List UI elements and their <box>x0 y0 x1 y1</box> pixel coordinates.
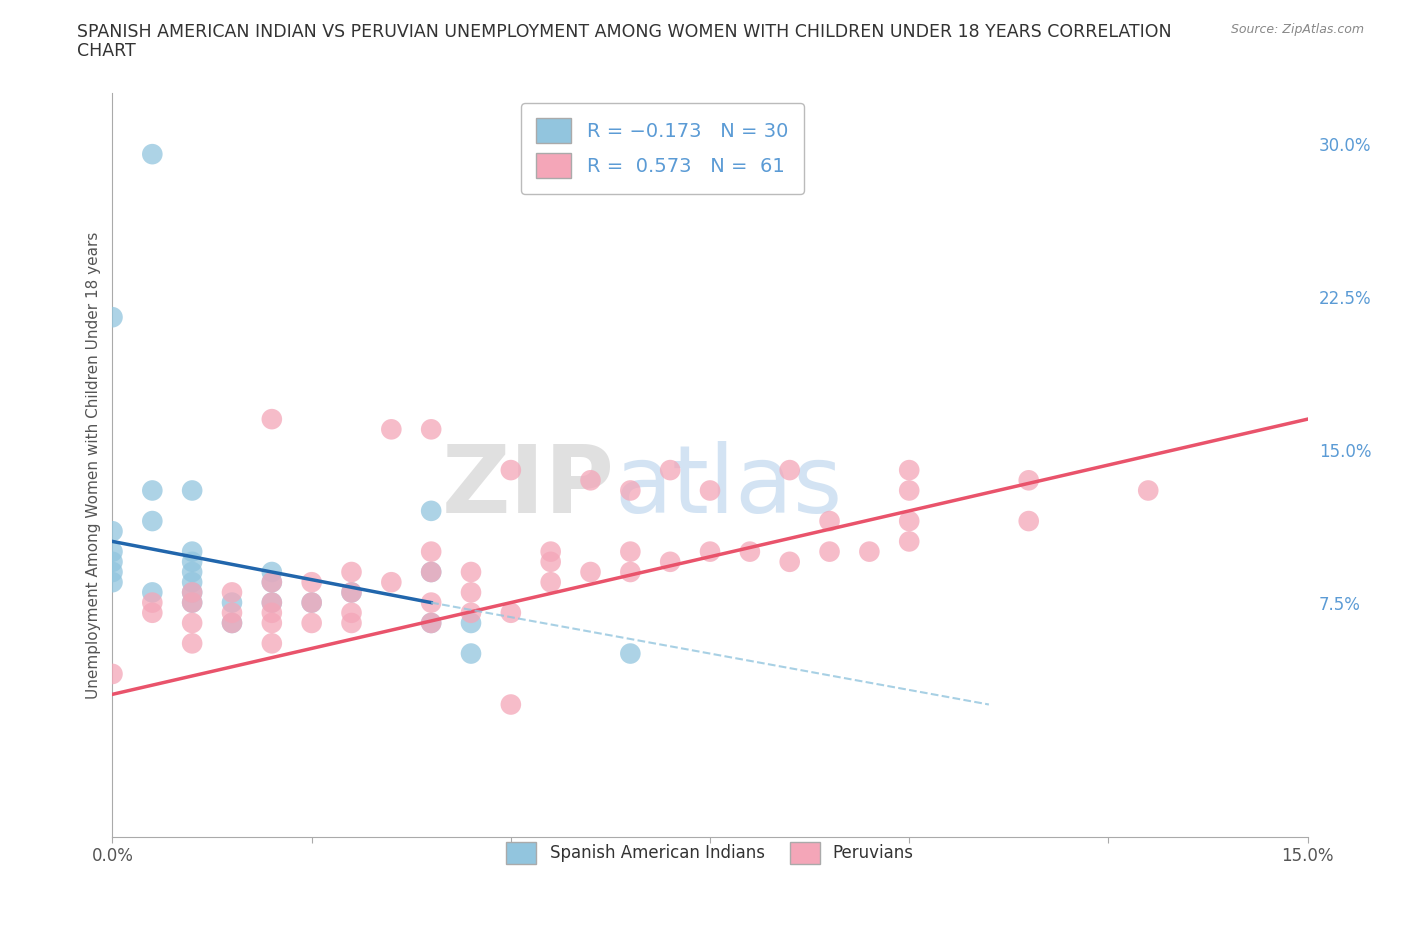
Point <box>181 483 204 498</box>
Point <box>221 595 243 610</box>
Point <box>141 513 163 528</box>
Point <box>260 595 283 610</box>
Point <box>260 575 283 590</box>
Point <box>898 513 921 528</box>
Point <box>181 565 204 579</box>
Text: SPANISH AMERICAN INDIAN VS PERUVIAN UNEMPLOYMENT AMONG WOMEN WITH CHILDREN UNDER: SPANISH AMERICAN INDIAN VS PERUVIAN UNEM… <box>77 23 1173 41</box>
Y-axis label: Unemployment Among Women with Children Under 18 years: Unemployment Among Women with Children U… <box>86 232 101 698</box>
Point <box>260 636 283 651</box>
Point <box>460 565 482 579</box>
Point <box>141 483 163 498</box>
Point <box>420 595 443 610</box>
Point <box>1137 483 1160 498</box>
Point <box>1018 513 1040 528</box>
Point <box>420 544 443 559</box>
Point <box>540 554 562 569</box>
Point <box>181 554 204 569</box>
Point <box>460 585 482 600</box>
Point <box>898 534 921 549</box>
Point <box>579 472 602 487</box>
Point <box>499 462 522 477</box>
Point <box>340 616 363 631</box>
Point <box>779 462 801 477</box>
Point <box>420 565 443 579</box>
Point <box>260 595 283 610</box>
Point <box>619 483 641 498</box>
Point <box>101 524 124 538</box>
Point <box>699 544 721 559</box>
Point <box>499 698 522 712</box>
Point <box>181 616 204 631</box>
Point <box>499 605 522 620</box>
Point <box>181 575 204 590</box>
Point <box>1018 472 1040 487</box>
Point <box>141 147 163 162</box>
Point <box>659 554 682 569</box>
Point <box>141 605 163 620</box>
Point <box>858 544 880 559</box>
Point <box>779 554 801 569</box>
Point <box>221 605 243 620</box>
Point <box>181 585 204 600</box>
Point <box>221 585 243 600</box>
Point <box>340 605 363 620</box>
Point <box>420 422 443 437</box>
Point <box>659 462 682 477</box>
Point <box>260 565 283 579</box>
Point <box>460 646 482 661</box>
Point <box>420 616 443 631</box>
Point <box>340 565 363 579</box>
Point <box>141 585 163 600</box>
Legend: Spanish American Indians, Peruvians: Spanish American Indians, Peruvians <box>494 829 927 877</box>
Point <box>460 616 482 631</box>
Point <box>579 565 602 579</box>
Point <box>101 310 124 325</box>
Point <box>221 616 243 631</box>
Point <box>301 595 323 610</box>
Point <box>101 667 124 682</box>
Text: atlas: atlas <box>614 442 842 533</box>
Point <box>260 605 283 620</box>
Point <box>101 554 124 569</box>
Point <box>181 585 204 600</box>
Point <box>818 513 841 528</box>
Point <box>898 462 921 477</box>
Point <box>380 575 402 590</box>
Point <box>221 616 243 631</box>
Point <box>181 595 204 610</box>
Point <box>340 585 363 600</box>
Point <box>260 616 283 631</box>
Point <box>460 605 482 620</box>
Point <box>818 544 841 559</box>
Point <box>420 565 443 579</box>
Point <box>260 412 283 427</box>
Point <box>101 575 124 590</box>
Point <box>619 646 641 661</box>
Point <box>101 565 124 579</box>
Point <box>619 565 641 579</box>
Point <box>699 483 721 498</box>
Point <box>619 544 641 559</box>
Point <box>301 595 323 610</box>
Point <box>380 422 402 437</box>
Point <box>141 595 163 610</box>
Point <box>181 544 204 559</box>
Text: Source: ZipAtlas.com: Source: ZipAtlas.com <box>1230 23 1364 36</box>
Point <box>181 595 204 610</box>
Point <box>738 544 761 559</box>
Point <box>101 544 124 559</box>
Point <box>260 575 283 590</box>
Point <box>898 483 921 498</box>
Point <box>420 503 443 518</box>
Point <box>301 616 323 631</box>
Point <box>420 616 443 631</box>
Text: ZIP: ZIP <box>441 442 614 533</box>
Point <box>340 585 363 600</box>
Text: CHART: CHART <box>77 42 136 60</box>
Point <box>540 544 562 559</box>
Point <box>540 575 562 590</box>
Point <box>181 636 204 651</box>
Point <box>301 575 323 590</box>
